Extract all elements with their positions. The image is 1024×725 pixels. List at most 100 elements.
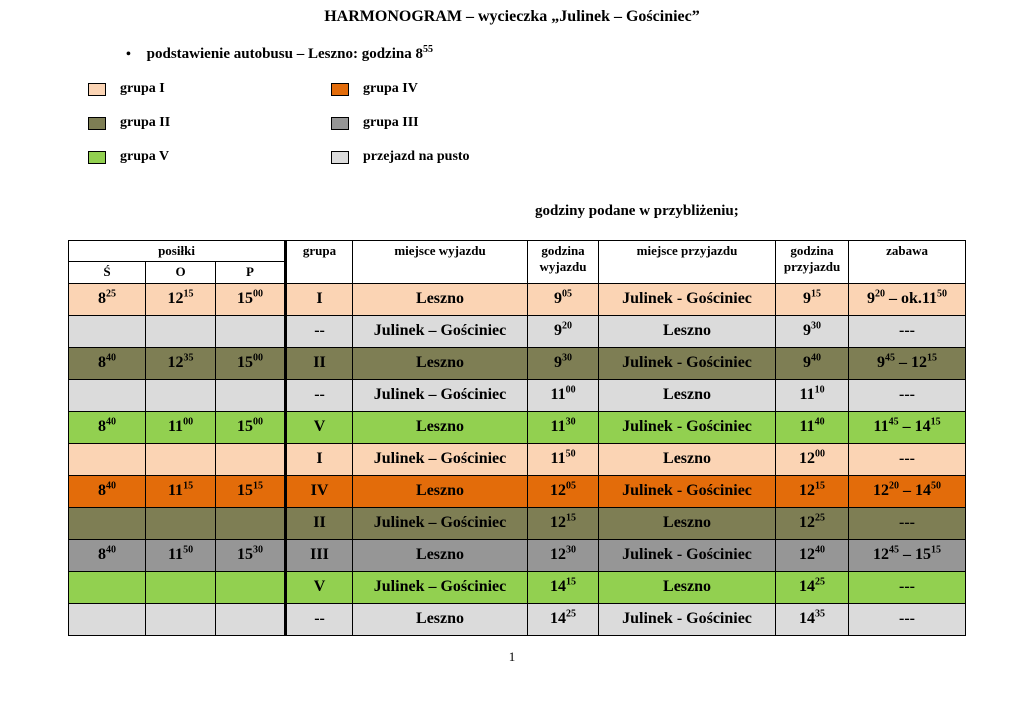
header-grupa: grupa — [284, 240, 354, 284]
table-cell: 905 — [527, 282, 600, 316]
table-cell — [145, 506, 216, 540]
table-cell: --- — [848, 378, 967, 412]
table-cell: Leszno — [598, 378, 777, 412]
table-row: 840 1235 1500 II Leszno 930 Julinek - Gościnie… — [68, 346, 967, 380]
table-cell: Leszno — [352, 282, 529, 316]
table-cell — [214, 442, 287, 476]
table-cell: 1215 — [145, 282, 216, 316]
table-cell — [214, 570, 287, 604]
table-cell: II — [284, 346, 354, 380]
table-cell: 1515 — [214, 474, 287, 508]
table-cell: Leszno — [598, 506, 777, 540]
table-cell — [68, 314, 146, 348]
table-cell — [214, 506, 287, 540]
table-cell: 1415 — [527, 570, 600, 604]
table-cell: IV — [284, 474, 354, 508]
table-cell: Julinek - Gościniec — [598, 282, 777, 316]
table-cell: --- — [848, 506, 967, 540]
table-cell: Julinek – Gościniec — [352, 570, 529, 604]
bullet-text: podstawienie autobusu – Leszno: godzina … — [146, 44, 433, 63]
page-title: HARMONOGRAM – wycieczka „Julinek – Gości… — [324, 8, 700, 25]
table-cell: 1150 — [145, 538, 216, 572]
table-cell — [214, 602, 287, 636]
table-cell: Julinek – Gościniec — [352, 314, 529, 348]
schedule-table: posiłki grupa miejsce wyjazdu godzina wy… — [67, 239, 967, 636]
table-cell: 1225 — [775, 506, 850, 540]
table-row: -- Julinek – Gościniec 920 Leszno 930 --- — [68, 314, 967, 348]
header-miejsce-wyjazdu: miejsce wyjazdu — [352, 240, 529, 284]
legend-color-swatch — [88, 82, 106, 96]
table-cell: Julinek - Gościniec — [598, 474, 777, 508]
table-cell: 1130 — [527, 410, 600, 444]
table-cell: Julinek – Gościniec — [352, 506, 529, 540]
table-row: I Julinek – Gościniec 1150 Leszno 1200 --- — [68, 442, 967, 476]
table-cell: 1115 — [145, 474, 216, 508]
legend-label: grupa II — [120, 115, 171, 130]
table-cell: 1110 — [775, 378, 850, 412]
table-cell: 940 — [775, 346, 850, 380]
schedule-table-body: 825 1215 1500 I Leszno 905 Julinek - Gościniec… — [68, 282, 967, 636]
table-cell: 1500 — [214, 346, 287, 380]
legend-label: grupa I — [120, 81, 165, 96]
legend-color-swatch — [331, 150, 349, 164]
table-cell: 1240 — [775, 538, 850, 572]
table-cell: 1235 — [145, 346, 216, 380]
table-cell — [145, 378, 216, 412]
table-cell: 1500 — [214, 410, 287, 444]
table-cell: 1425 — [527, 602, 600, 636]
table-cell: 1215 — [775, 474, 850, 508]
legend-item: grupa IV — [331, 79, 671, 99]
table-cell: 1100 — [527, 378, 600, 412]
legend-label: grupa V — [120, 149, 170, 164]
table-cell: --- — [848, 570, 967, 604]
table-row: -- Leszno 1425 Julinek - Gościniec 1435 --- — [68, 602, 967, 636]
table-cell: 825 — [68, 282, 146, 316]
table-cell: Julinek - Gościniec — [598, 602, 777, 636]
table-cell: 840 — [68, 538, 146, 572]
table-cell: Leszno — [352, 602, 529, 636]
table-cell: 1140 — [775, 410, 850, 444]
table-cell: Julinek – Gościniec — [352, 378, 529, 412]
table-cell — [214, 378, 287, 412]
table-cell: --- — [848, 602, 967, 636]
table-cell: --- — [848, 314, 967, 348]
table-cell: 1230 — [527, 538, 600, 572]
table-cell: Julinek - Gościniec — [598, 346, 777, 380]
legend-color-swatch — [331, 82, 349, 96]
table-cell: 1220 – 1450 — [848, 474, 967, 508]
table-cell: 1435 — [775, 602, 850, 636]
table-cell — [68, 442, 146, 476]
table-cell: V — [284, 570, 354, 604]
table-cell: 1215 — [527, 506, 600, 540]
table-cell: Leszno — [598, 570, 777, 604]
table-cell: 840 — [68, 474, 146, 508]
table-cell: 1200 — [775, 442, 850, 476]
table-cell: Leszno — [352, 410, 529, 444]
header-miejsce-przyjazdu: miejsce przyjazdu — [598, 240, 777, 284]
table-row: V Julinek – Gościniec 1415 Leszno 1425 --- — [68, 570, 967, 604]
table-cell: -- — [284, 378, 354, 412]
table-cell: II — [284, 506, 354, 540]
table-cell: Julinek - Gościniec — [598, 410, 777, 444]
table-cell: 920 — [527, 314, 600, 348]
table-cell: --- — [848, 442, 967, 476]
table-cell: I — [284, 442, 354, 476]
header-zabawa: zabawa — [848, 240, 967, 284]
table-row: 840 1150 1530 III Leszno 1230 Julinek - Gościn… — [68, 538, 967, 572]
header-godzina-przyjazdu: godzina przyjazdu — [775, 240, 850, 284]
table-cell — [68, 506, 146, 540]
table-cell — [214, 314, 287, 348]
table-cell: 1245 – 1515 — [848, 538, 967, 572]
table-cell — [68, 378, 146, 412]
header-sniadanie: Ś — [68, 261, 146, 284]
bullet-icon: • — [126, 47, 131, 62]
legend: grupa I grupa IV grupa II grupa III grupa V p… — [88, 79, 671, 167]
table-cell: 1530 — [214, 538, 287, 572]
bullet-point: • podstawienie autobusu – Leszno: godzin… — [126, 44, 433, 63]
table-cell: III — [284, 538, 354, 572]
legend-item: grupa II — [88, 113, 331, 133]
table-cell: 1100 — [145, 410, 216, 444]
table-cell: 1145 – 1415 — [848, 410, 967, 444]
legend-color-swatch — [88, 116, 106, 130]
